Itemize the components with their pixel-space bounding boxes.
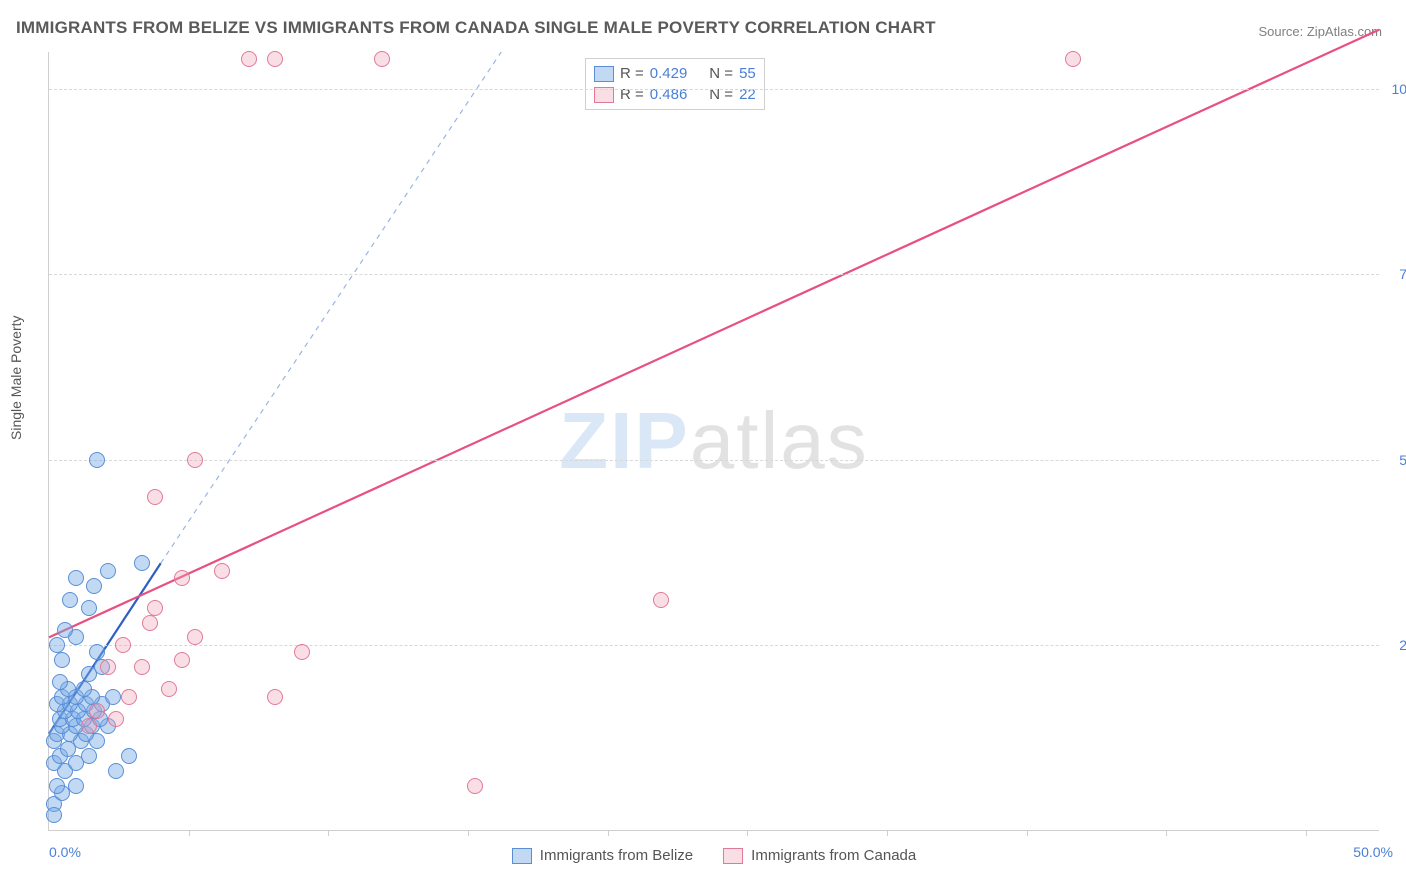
data-point [142,615,158,631]
data-point [89,452,105,468]
x-tick [1306,830,1307,836]
legend-item-belize: Immigrants from Belize [512,847,693,864]
x-tick [189,830,190,836]
y-tick-label: 100.0% [1384,81,1406,97]
data-point [76,681,92,697]
data-point [174,570,190,586]
x-tick [608,830,609,836]
x-tick [468,830,469,836]
x-tick [1166,830,1167,836]
data-point [49,778,65,794]
data-point [147,600,163,616]
stat-n-value: 55 [739,65,756,82]
data-point [174,652,190,668]
x-tick [747,830,748,836]
gridline [49,89,1379,90]
legend-label-canada: Immigrants from Canada [751,847,916,864]
data-point [134,659,150,675]
x-tick [1027,830,1028,836]
gridline [49,645,1379,646]
stats-row: R =0.486N =22 [594,84,756,105]
data-point [134,555,150,571]
data-point [81,600,97,616]
stats-row: R = 0.429 N = 55 [594,63,756,84]
x-tick [887,830,888,836]
legend-label-belize: Immigrants from Belize [540,847,693,864]
stat-r-label: R = [620,65,644,82]
data-point [1065,51,1081,67]
chart-title: IMMIGRANTS FROM BELIZE VS IMMIGRANTS FRO… [16,18,936,38]
data-point [89,644,105,660]
data-point [81,718,97,734]
data-point [467,778,483,794]
data-point [89,703,105,719]
data-point [121,748,137,764]
gridline [49,274,1379,275]
legend-swatch-pink [723,848,743,864]
x-tick [328,830,329,836]
data-point [121,689,137,705]
data-point [267,689,283,705]
legend: Immigrants from Belize Immigrants from C… [49,847,1379,864]
data-point [161,681,177,697]
data-point [374,51,390,67]
data-point [105,689,121,705]
stat-r-value: 0.429 [650,65,688,82]
data-point [187,629,203,645]
data-point [81,748,97,764]
data-point [100,563,116,579]
legend-item-canada: Immigrants from Canada [723,847,916,864]
data-point [241,51,257,67]
plot-area: ZIPatlas R =0.429N =55R =0.486N =22 0.0%… [48,52,1379,831]
data-point [214,563,230,579]
stats-swatch [594,66,614,82]
y-tick-label: 75.0% [1384,266,1406,282]
data-point [52,674,68,690]
data-point [62,592,78,608]
data-point [267,51,283,67]
data-point [86,578,102,594]
y-tick-label: 25.0% [1384,637,1406,653]
data-point [49,637,65,653]
trend-lines-layer [49,52,1379,830]
data-point [46,807,62,823]
stat-n-label: N = [709,65,733,82]
data-point [57,622,73,638]
data-point [108,763,124,779]
gridline [49,460,1379,461]
data-point [187,452,203,468]
data-point [653,592,669,608]
y-axis-title: Single Male Poverty [8,315,24,440]
data-point [147,489,163,505]
data-point [68,778,84,794]
data-point [68,570,84,586]
data-point [54,652,70,668]
data-point [108,711,124,727]
data-point [100,659,116,675]
legend-swatch-blue [512,848,532,864]
data-point [294,644,310,660]
y-tick-label: 50.0% [1384,452,1406,468]
data-point [115,637,131,653]
correlation-stats-box: R = 0.429 N = 55 R =0.486N =22 [585,58,765,110]
